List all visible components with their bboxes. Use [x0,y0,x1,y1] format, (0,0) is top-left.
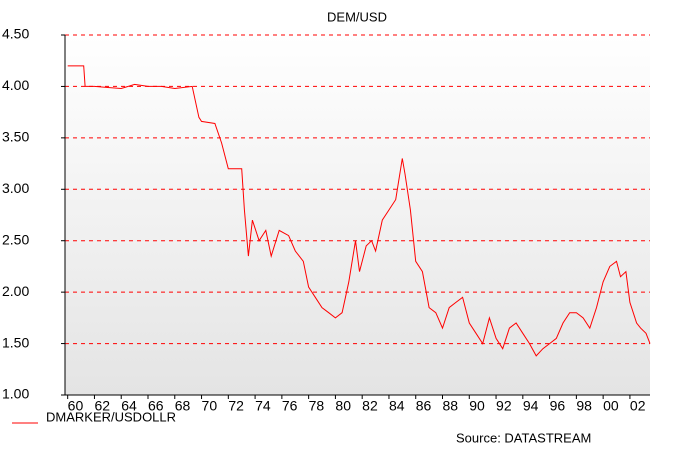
x-tick-label: 66 [148,398,164,414]
x-tick-label: 68 [175,398,191,414]
x-tick-label: 00 [603,398,619,414]
y-tick-label: 1.50 [2,334,29,350]
x-tick-label: 84 [389,398,405,414]
y-tick-label: 4.00 [2,77,29,93]
x-tick-label: 02 [630,398,646,414]
x-tick-label: 86 [416,398,432,414]
x-tick-label: 96 [550,398,566,414]
y-tick-label: 1.00 [2,386,29,402]
y-tick-label: 2.50 [2,231,29,247]
x-tick-label: 82 [362,398,378,414]
x-tick-label: 88 [443,398,459,414]
x-tick-label: 62 [94,398,110,414]
x-tick-label: 76 [282,398,298,414]
x-tick-label: 60 [68,398,84,414]
y-tick-label: 4.50 [2,26,29,42]
series-line [67,65,651,357]
plot-area [65,35,650,395]
x-tick-label: 72 [228,398,244,414]
x-tick-label: 94 [523,398,539,414]
chart-title: DEM/USD [327,9,387,24]
x-tick-label: 70 [202,398,218,414]
source-note: Source: DATASTREAM [456,430,591,445]
y-tick-label: 2.00 [2,283,29,299]
x-tick-label: 78 [309,398,325,414]
x-tick-label: 98 [576,398,592,414]
x-tick-label: 74 [255,398,271,414]
x-tick-label: 92 [496,398,512,414]
y-tick-label: 3.50 [2,129,29,145]
x-tick-label: 80 [335,398,351,414]
y-tick-label: 3.00 [2,180,29,196]
x-tick-label: 64 [121,398,137,414]
legend-label: DMARKER/USDOLLR [46,409,176,424]
x-tick-label: 90 [469,398,485,414]
